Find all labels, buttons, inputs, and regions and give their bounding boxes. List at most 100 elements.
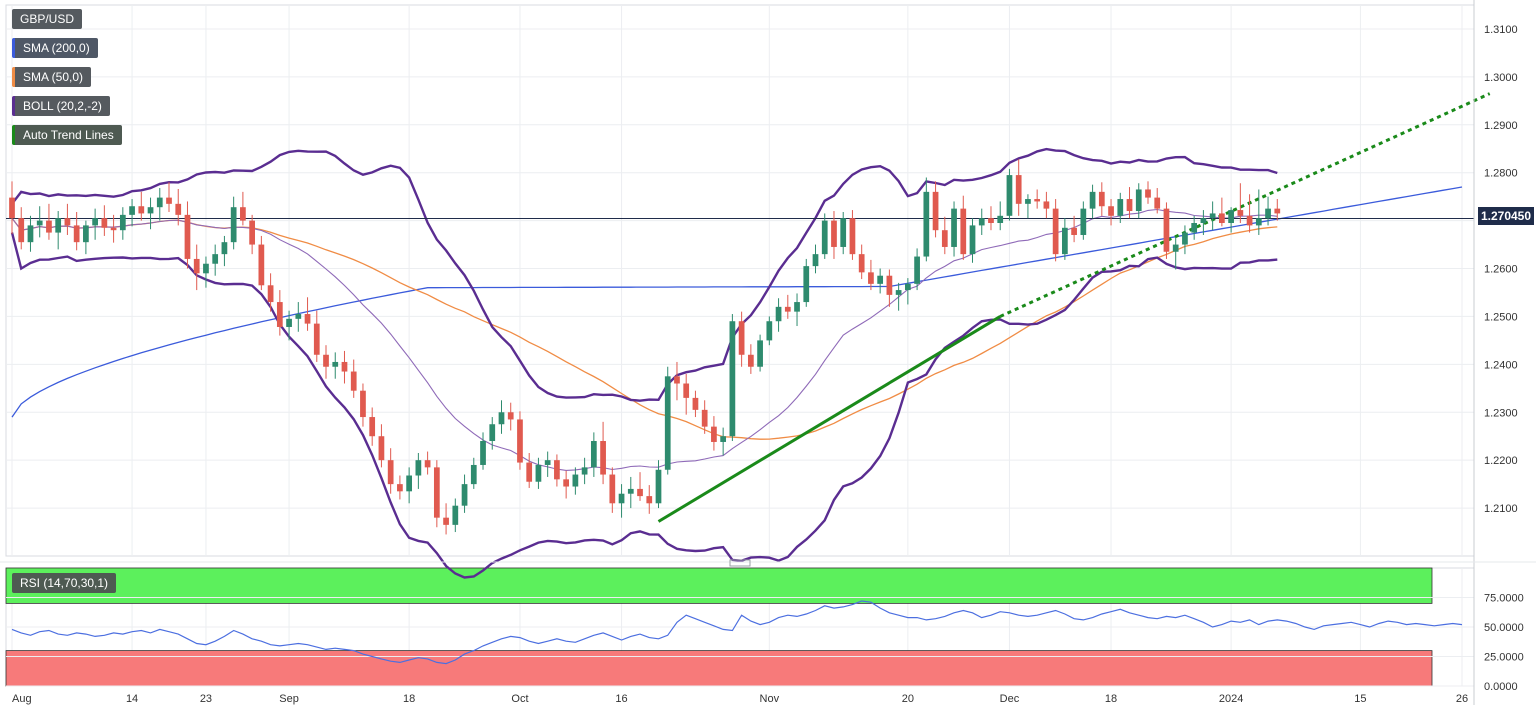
candle-body	[295, 314, 302, 319]
candle-body	[692, 397, 699, 410]
x-tick-label: Oct	[511, 693, 528, 705]
candle-body	[877, 275, 884, 284]
candle-body	[313, 323, 320, 355]
bollinger-lower	[10, 232, 1278, 579]
candle-body	[461, 484, 468, 506]
candle-body	[1015, 175, 1022, 204]
candle-body	[1265, 208, 1271, 219]
candle-body	[323, 354, 329, 367]
candle-body	[397, 484, 403, 492]
candle-body	[64, 218, 71, 226]
candle-body	[350, 371, 357, 391]
candle-body	[9, 197, 15, 219]
candle-body	[1025, 199, 1031, 204]
candle-body	[664, 376, 671, 470]
candle-body	[498, 412, 505, 425]
candle-body	[129, 206, 135, 215]
candle-body	[489, 424, 496, 442]
candle-body	[554, 460, 560, 480]
candle-body	[1172, 244, 1179, 252]
candle-body	[424, 460, 431, 468]
candle-body	[895, 290, 902, 295]
candle-body	[1237, 210, 1244, 216]
candle-body	[1163, 208, 1170, 252]
candle-body	[1145, 189, 1151, 198]
candle-body	[276, 302, 283, 327]
candle-body	[951, 208, 957, 247]
legend-symbol[interactable]: GBP/USD	[12, 9, 83, 29]
candle-body	[590, 441, 597, 468]
candle-body	[766, 321, 773, 341]
legend-sma50[interactable]: SMA (50,0)	[12, 67, 92, 87]
candle-body	[1219, 213, 1225, 224]
candle-body	[452, 505, 459, 525]
price-tick-label: 1.2200	[1484, 455, 1518, 467]
candle-body	[609, 474, 616, 504]
x-tick-label: 16	[615, 693, 627, 705]
price-tick-label: 1.2600	[1484, 264, 1518, 276]
rsi-tick-label: 0.0000	[1484, 681, 1518, 693]
x-tick-label: Sep	[279, 693, 299, 705]
candle-body	[415, 460, 422, 476]
candle-body	[55, 218, 62, 233]
candle-body	[1108, 206, 1114, 216]
candle-body	[711, 426, 717, 442]
candle-body	[341, 361, 348, 372]
candle-body	[203, 263, 209, 274]
legend-bollinger[interactable]: BOLL (20,2,-2)	[12, 96, 110, 116]
x-tick-label: 23	[200, 693, 212, 705]
candle-body	[821, 220, 828, 255]
legend-trend-lines[interactable]: Auto Trend Lines	[12, 125, 122, 145]
legend-sma200[interactable]: SMA (200,0)	[12, 38, 98, 58]
candle-body	[83, 225, 89, 243]
candle-body	[101, 218, 108, 228]
candle-body	[831, 220, 837, 247]
candle-body	[600, 441, 606, 475]
candle-body	[221, 242, 228, 255]
candle-body	[286, 318, 292, 327]
rsi-overbought-zone	[5, 567, 1433, 604]
candle-body	[932, 191, 939, 231]
candle-body	[110, 227, 117, 231]
candle-body	[784, 306, 791, 312]
x-tick-label: 18	[1105, 693, 1117, 705]
x-tick-label: 18	[403, 693, 415, 705]
candle-body	[1006, 175, 1013, 216]
candle-body	[156, 197, 163, 208]
rsi-tick-label: 25.0000	[1484, 652, 1524, 664]
x-tick-label: 20	[902, 693, 914, 705]
candle-body	[526, 462, 533, 482]
candle-body	[563, 479, 570, 487]
candle-body	[738, 321, 745, 355]
trend-line-solid	[657, 315, 1001, 523]
candle-body	[757, 340, 763, 367]
candle-body	[304, 314, 311, 324]
candle-body	[360, 390, 366, 418]
candle-body	[230, 207, 237, 243]
candle-body	[1228, 210, 1234, 224]
candle-body	[166, 197, 172, 204]
price-tick-label: 1.2300	[1484, 407, 1518, 419]
candle-body	[674, 376, 680, 384]
candle-body	[119, 214, 126, 231]
candle-body	[507, 412, 514, 420]
rsi-panel	[5, 567, 1474, 687]
candle-body	[812, 254, 819, 267]
legend-rsi[interactable]: RSI (14,70,30,1)	[12, 573, 117, 593]
candle-body	[1089, 191, 1096, 209]
candle-body	[433, 467, 440, 518]
candle-body	[470, 464, 477, 485]
rsi-line	[11, 600, 1463, 665]
candle-body	[1182, 232, 1188, 245]
candle-body	[175, 203, 182, 215]
candle-body	[406, 475, 412, 492]
candle-body	[941, 230, 948, 247]
candle-body	[886, 275, 893, 295]
bollinger-upper	[11, 147, 1278, 402]
candle-body	[27, 225, 34, 243]
candle-body	[258, 244, 265, 286]
candle-body	[988, 218, 994, 224]
